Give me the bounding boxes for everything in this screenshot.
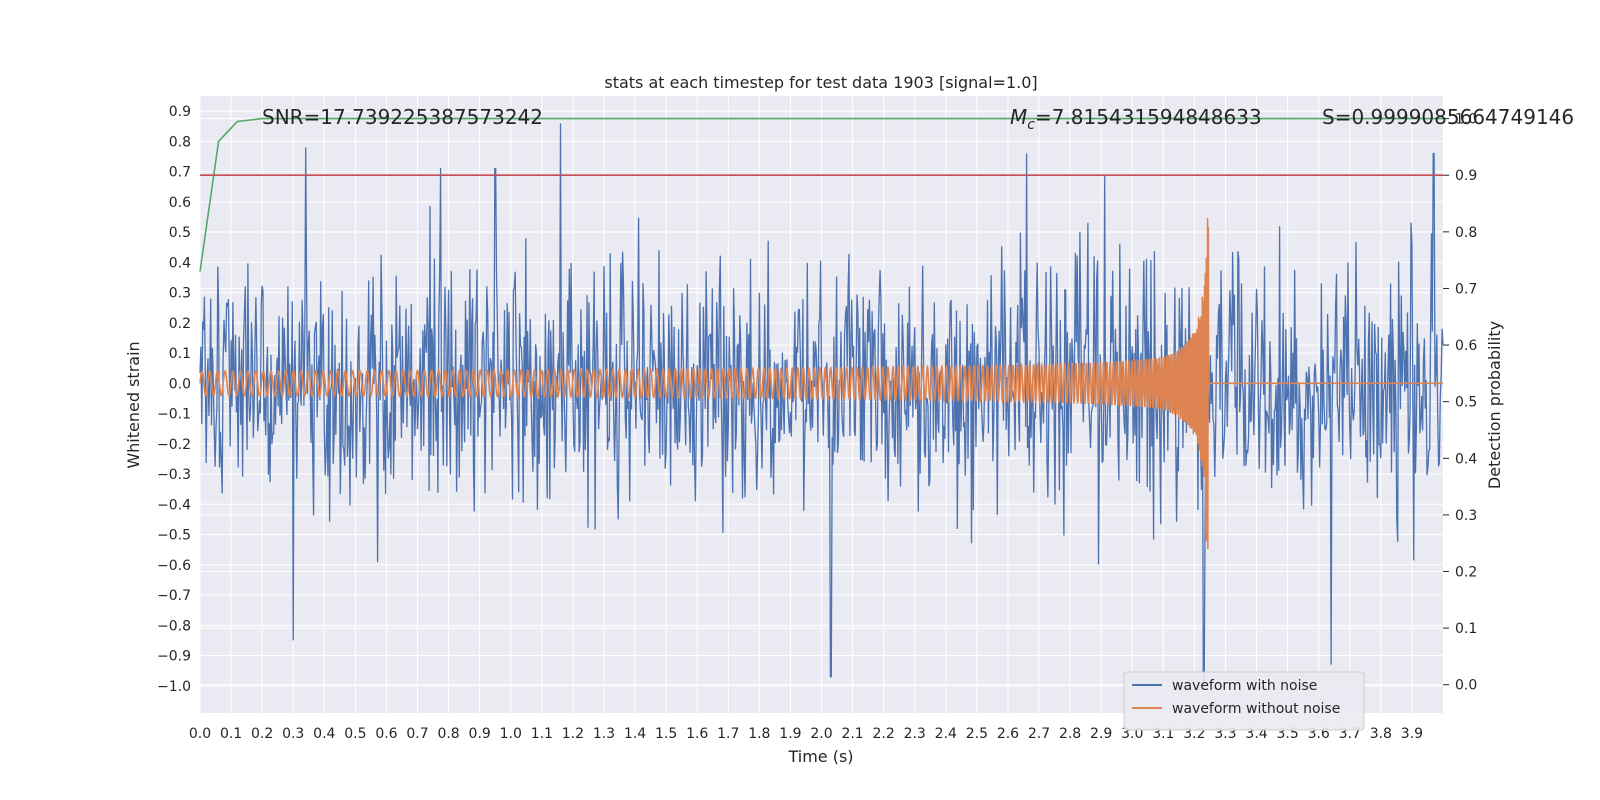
y-tick-label: 0.8 xyxy=(169,134,191,150)
x-tick-label: 2.4 xyxy=(935,726,957,742)
x-tick-label: 2.8 xyxy=(1059,726,1081,742)
y-right-axis-label: Detection probability xyxy=(1485,321,1504,489)
mc-subscript: c xyxy=(1027,117,1035,133)
x-tick-label: 0.6 xyxy=(375,726,397,742)
y-tick-label: −0.5 xyxy=(157,528,191,544)
y-right-tick-label: 0.4 xyxy=(1455,451,1477,467)
x-tick-label: 2.2 xyxy=(873,726,895,742)
x-tick-label: 3.8 xyxy=(1370,726,1392,742)
y-tick-label: −0.1 xyxy=(157,407,191,423)
x-axis-label: Time (s) xyxy=(787,747,853,766)
x-tick-label: 0.9 xyxy=(469,726,491,742)
x-tick-label: 0.0 xyxy=(189,726,211,742)
y-tick-label: 0.5 xyxy=(169,225,191,241)
y-right-tick-labels: 1.0 0.9 0.8 0.7 0.6 0.5 0.4 0.3 0.2 0.1 0.0 xyxy=(1443,112,1477,694)
y-tick-label: −1.0 xyxy=(157,679,191,695)
y-tick-label: −0.4 xyxy=(157,497,191,513)
x-tick-label: 0.8 xyxy=(437,726,459,742)
x-tick-label: 1.5 xyxy=(655,726,677,742)
y-right-tick-label: 0.8 xyxy=(1455,225,1477,241)
y-axis-label: Whitened strain xyxy=(124,341,143,468)
series-waveform-with-noise xyxy=(199,123,1444,687)
y-right-tick-label: 0.2 xyxy=(1455,564,1477,580)
y-tick-label: −0.9 xyxy=(157,649,191,665)
y-tick-label: 0.3 xyxy=(169,286,191,302)
legend-box xyxy=(1123,671,1365,731)
x-tick-label: 2.3 xyxy=(904,726,926,742)
y-right-tick-label: 0.6 xyxy=(1455,338,1477,354)
legend-label-noise: waveform with noise xyxy=(1172,678,1317,694)
snr-annotation: SNR=17.739225387573242 xyxy=(262,105,543,129)
line-waveform-with-noise xyxy=(199,123,1444,687)
x-tick-label: 0.7 xyxy=(406,726,428,742)
y-tick-labels: 0.9 0.8 0.7 0.6 0.5 0.4 0.3 0.2 0.1 0.0 −0.1 −0.2 −0… xyxy=(157,104,191,695)
line-waveform-without-noise xyxy=(199,218,1443,550)
x-tick-label: 1.7 xyxy=(717,726,739,742)
s-annotation: S=0.9999085664749146 xyxy=(1322,105,1574,129)
x-tick-label: 1.6 xyxy=(686,726,708,742)
x-tick-label: 0.1 xyxy=(220,726,242,742)
y-right-tick-label: 0.7 xyxy=(1455,281,1477,297)
y-right-tick-label: 0.5 xyxy=(1455,395,1477,411)
x-tick-label: 2.1 xyxy=(841,726,863,742)
x-tick-label: 2.0 xyxy=(810,726,832,742)
y-right-tick-label: 0.1 xyxy=(1455,621,1477,637)
y-tick-label: 0.9 xyxy=(169,104,191,120)
x-tick-label: 1.4 xyxy=(624,726,646,742)
legend-label-clean: waveform without noise xyxy=(1172,701,1340,717)
y-tick-label: −0.6 xyxy=(157,558,191,574)
y-right-tick-label: 0.0 xyxy=(1455,678,1477,694)
x-tick-label: 0.3 xyxy=(282,726,304,742)
x-tick-label: 2.9 xyxy=(1090,726,1112,742)
y-tick-label: −0.2 xyxy=(157,437,191,453)
x-tick-label: 0.5 xyxy=(344,726,366,742)
x-tick-label: 1.1 xyxy=(531,726,553,742)
series-detection-probability xyxy=(199,117,1443,272)
series-waveform-without-noise xyxy=(199,218,1443,550)
x-tick-labels: 0.0 0.1 0.2 0.3 0.4 0.5 0.6 0.7 0.8 0.9 1.0 1.1 1.2 1… xyxy=(189,726,1423,742)
x-tick-label: 2.5 xyxy=(966,726,988,742)
x-tick-label: 3.9 xyxy=(1401,726,1423,742)
y-tick-label: 0.4 xyxy=(169,255,191,271)
y-tick-label: 0.6 xyxy=(169,195,191,211)
mc-annotation: Mc=7.815431594848633 xyxy=(1010,105,1262,133)
y-right-tick-label: 1.0 xyxy=(1455,112,1477,128)
y-tick-label: 0.1 xyxy=(169,346,191,362)
y-tick-label: 0.2 xyxy=(169,316,191,332)
y-tick-label: −0.3 xyxy=(157,467,191,483)
y-right-tick-label: 0.9 xyxy=(1455,168,1477,184)
x-tick-label: 2.6 xyxy=(997,726,1019,742)
x-tick-label: 0.2 xyxy=(251,726,273,742)
mc-value: =7.815431594848633 xyxy=(1035,105,1262,129)
line-detection-probability xyxy=(199,117,1443,272)
legend: waveform with noise waveform without noi… xyxy=(1123,671,1365,731)
y-right-tick-label: 0.3 xyxy=(1455,508,1477,524)
x-tick-label: 1.2 xyxy=(562,726,584,742)
mc-symbol: M xyxy=(1010,105,1027,129)
x-tick-label: 0.4 xyxy=(313,726,335,742)
x-tick-label: 1.0 xyxy=(500,726,522,742)
y-tick-label: 0.7 xyxy=(169,165,191,181)
y-tick-label: −0.8 xyxy=(157,618,191,634)
x-tick-label: 1.9 xyxy=(779,726,801,742)
x-tick-label: 1.3 xyxy=(593,726,615,742)
x-tick-label: 2.7 xyxy=(1028,726,1050,742)
x-tick-label: 1.8 xyxy=(748,726,770,742)
y-tick-label: 0.0 xyxy=(169,376,191,392)
chart-title: stats at each timestep for test data 190… xyxy=(604,73,1037,92)
y-tick-label: −0.7 xyxy=(157,588,191,604)
